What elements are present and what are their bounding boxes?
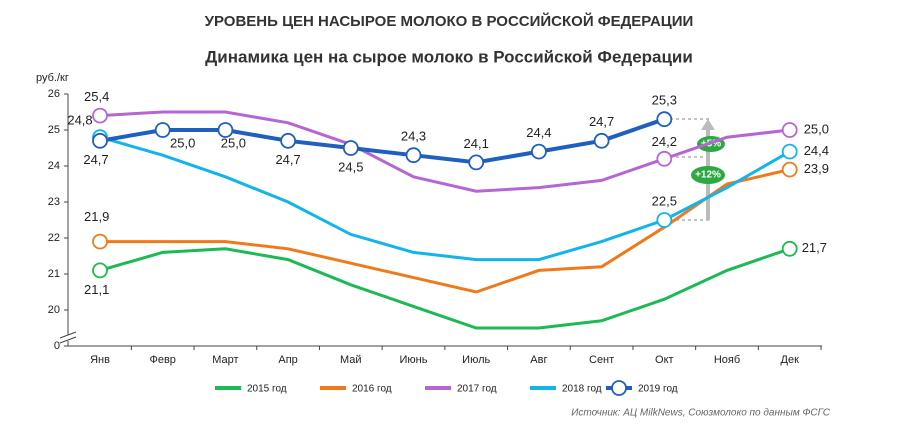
data-label: 24,7 [275, 152, 300, 167]
y-tick-label: 0 [54, 340, 60, 352]
data-label: 25,0 [804, 121, 829, 136]
axis-break [59, 331, 77, 339]
chart-title: УРОВЕНЬ ЦЕН НАСЫРОЕ МОЛОКО В РОССИЙСКОЙ … [205, 12, 694, 30]
axis-break [60, 335, 76, 341]
x-tick-label: Авг [530, 354, 547, 366]
x-tick-label: Янв [90, 354, 110, 366]
data-label: 25,4 [84, 89, 109, 104]
point [92, 132, 108, 149]
point [781, 161, 798, 178]
y-tick-label: 26 [48, 88, 60, 100]
point [280, 132, 297, 149]
y-axis-label: руб./кг [36, 72, 69, 84]
legend-label: 2017 год [457, 384, 497, 395]
line-series [99, 247, 791, 330]
line-series [99, 135, 791, 262]
legend-label: 2019 год [638, 384, 678, 395]
point [656, 111, 673, 128]
chart-subtitle: Динамика цен на сырое молоко в Российско… [205, 47, 693, 66]
data-label: 21,1 [84, 282, 109, 297]
legend-label: 2015 год [247, 384, 287, 395]
x-tick-label: Май [340, 354, 362, 366]
legend-marker [611, 380, 627, 396]
data-label: 25,3 [652, 93, 677, 108]
badge [691, 166, 725, 184]
line-series [100, 168, 791, 294]
source: Источник: АЦ MilkNews, Союзмолоко по дан… [571, 408, 831, 419]
y-tick-label: 21 [48, 268, 60, 280]
x-tick-label: Окт [655, 354, 674, 366]
point [92, 262, 108, 279]
annotation: +12% [695, 170, 721, 181]
data-label: 24,3 [401, 129, 426, 144]
data-label: 24,5 [338, 159, 363, 174]
x-tick-label: Март [212, 354, 238, 366]
data-label: 24,4 [526, 125, 551, 140]
point [593, 132, 610, 149]
point [656, 212, 673, 228]
line-series [99, 110, 790, 193]
data-label: 25,0 [221, 135, 246, 150]
y-tick-label: 25 [48, 124, 60, 136]
x-tick-label: Нояб [714, 354, 740, 366]
arrow-head [701, 119, 715, 130]
point [342, 140, 359, 156]
x-tick-label: Июнь [400, 354, 428, 366]
point [781, 122, 798, 138]
data-label: 21,9 [84, 209, 109, 224]
x-tick-label: Февр [149, 354, 175, 366]
data-label: 22,5 [652, 193, 677, 208]
x-tick-label: Июль [462, 354, 490, 366]
point [656, 150, 673, 167]
y-tick-label: 22 [48, 232, 60, 244]
data-label: 25,0 [170, 135, 195, 150]
data-label: 24,7 [83, 152, 108, 167]
data-label: 21,7 [802, 240, 827, 255]
line-series [99, 117, 665, 165]
y-tick-label: 24 [48, 160, 60, 172]
point [92, 107, 108, 124]
point [154, 122, 171, 138]
data-label: 23,9 [804, 161, 829, 176]
data-label: 24,2 [652, 134, 677, 149]
x-tick-label: Сент [589, 354, 614, 366]
y-tick-label: 23 [48, 196, 60, 208]
point [92, 233, 108, 250]
y-tick-label: 20 [48, 304, 60, 316]
point [781, 143, 798, 160]
data-label: 24,7 [589, 114, 614, 129]
data-label: 24,8 [67, 113, 92, 128]
point [468, 154, 485, 171]
data-label: 24,1 [464, 136, 489, 151]
point [217, 122, 234, 138]
axis-break [59, 336, 77, 344]
point [531, 143, 547, 160]
legend-label: 2018 год [562, 384, 602, 395]
point [781, 240, 798, 257]
x-tick-label: Дек [781, 354, 800, 366]
legend-label: 2016 год [352, 384, 392, 395]
x-tick-label: Апр [278, 354, 297, 366]
data-label: 24,4 [804, 143, 829, 158]
point [405, 147, 422, 164]
